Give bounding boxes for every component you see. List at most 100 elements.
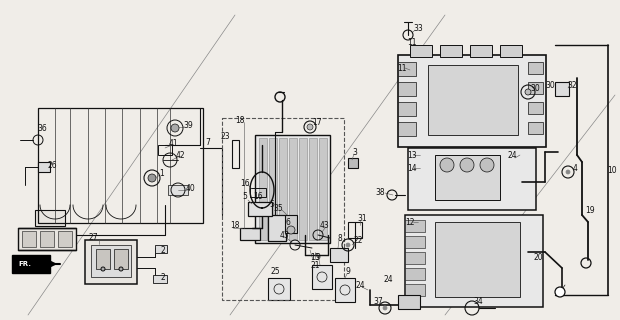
Bar xyxy=(398,295,420,309)
Bar xyxy=(259,138,267,240)
Text: 26: 26 xyxy=(47,161,57,170)
Bar xyxy=(405,252,425,264)
Bar xyxy=(398,55,546,147)
Text: 19: 19 xyxy=(585,205,595,214)
Bar xyxy=(91,245,131,277)
Text: 12: 12 xyxy=(405,218,415,227)
Text: 16: 16 xyxy=(253,191,263,201)
Text: 3: 3 xyxy=(353,148,358,156)
Circle shape xyxy=(566,170,570,174)
Text: 23: 23 xyxy=(220,132,230,140)
Text: 43: 43 xyxy=(280,230,290,239)
Text: 35: 35 xyxy=(273,204,283,212)
Bar xyxy=(398,62,416,76)
Text: 5: 5 xyxy=(242,191,247,201)
Bar xyxy=(528,82,543,94)
Text: 9: 9 xyxy=(345,268,350,276)
Text: 22: 22 xyxy=(353,236,363,244)
Bar xyxy=(153,275,167,283)
Bar xyxy=(35,210,65,226)
Bar xyxy=(168,185,188,195)
Bar xyxy=(319,138,327,240)
Text: 14: 14 xyxy=(407,164,417,172)
Text: 6: 6 xyxy=(286,218,290,227)
Bar xyxy=(222,118,344,300)
Bar xyxy=(528,102,543,114)
Circle shape xyxy=(525,89,531,95)
Text: 16: 16 xyxy=(240,179,250,188)
Bar xyxy=(269,138,277,240)
Bar xyxy=(285,215,297,233)
Bar xyxy=(405,284,425,296)
Bar xyxy=(155,245,167,253)
Bar xyxy=(330,248,348,262)
Circle shape xyxy=(346,243,350,247)
Text: 38: 38 xyxy=(375,188,385,196)
Bar xyxy=(435,222,520,297)
Bar xyxy=(240,228,260,240)
Text: 24: 24 xyxy=(507,150,517,159)
Text: 34: 34 xyxy=(473,298,483,307)
Bar xyxy=(40,231,54,247)
Bar xyxy=(22,231,36,247)
Bar xyxy=(405,220,425,232)
Bar xyxy=(96,249,110,269)
Bar xyxy=(268,215,286,241)
Circle shape xyxy=(480,158,494,172)
Text: 24: 24 xyxy=(383,276,393,284)
Bar xyxy=(38,108,203,223)
Bar xyxy=(408,148,536,210)
Text: 2: 2 xyxy=(161,245,166,254)
Bar xyxy=(279,138,287,240)
Bar xyxy=(528,62,543,74)
Bar xyxy=(405,215,543,307)
Bar xyxy=(58,231,72,247)
Bar xyxy=(555,82,569,96)
Text: 9: 9 xyxy=(316,253,321,262)
Text: 2: 2 xyxy=(161,274,166,283)
Bar xyxy=(348,222,362,238)
Text: 1: 1 xyxy=(159,169,164,178)
Text: 32: 32 xyxy=(567,81,577,90)
Bar xyxy=(470,45,492,57)
Text: 7: 7 xyxy=(206,138,210,147)
Bar xyxy=(410,45,432,57)
Text: 30: 30 xyxy=(545,81,555,90)
Text: 39: 39 xyxy=(183,121,193,130)
Text: 21: 21 xyxy=(310,260,320,269)
Bar xyxy=(348,158,358,168)
Bar xyxy=(398,122,416,136)
Text: 27: 27 xyxy=(88,233,98,242)
Bar xyxy=(500,45,522,57)
Text: 11: 11 xyxy=(407,37,417,46)
Circle shape xyxy=(148,174,156,182)
Bar xyxy=(289,138,297,240)
Bar xyxy=(405,268,425,280)
Circle shape xyxy=(101,267,105,271)
Bar xyxy=(428,65,518,135)
Circle shape xyxy=(287,226,295,234)
Circle shape xyxy=(440,158,454,172)
Bar xyxy=(12,255,50,273)
Text: 5: 5 xyxy=(270,199,275,209)
Bar xyxy=(309,138,317,240)
Text: 43: 43 xyxy=(320,220,330,229)
Bar xyxy=(85,240,137,284)
Text: 8: 8 xyxy=(338,234,342,243)
Text: 25: 25 xyxy=(270,268,280,276)
Bar xyxy=(398,102,416,116)
Text: 13: 13 xyxy=(407,150,417,159)
Bar xyxy=(268,278,290,300)
Text: 18: 18 xyxy=(230,220,240,229)
Text: 4: 4 xyxy=(572,164,577,172)
Bar xyxy=(18,228,76,250)
Text: 31: 31 xyxy=(357,213,367,222)
Bar xyxy=(435,155,500,200)
Circle shape xyxy=(307,124,313,130)
Text: 33: 33 xyxy=(413,23,423,33)
Text: 10: 10 xyxy=(607,165,617,174)
Text: 30: 30 xyxy=(530,84,540,92)
Text: 36: 36 xyxy=(37,124,47,132)
Bar xyxy=(232,140,239,168)
Bar xyxy=(248,202,272,216)
